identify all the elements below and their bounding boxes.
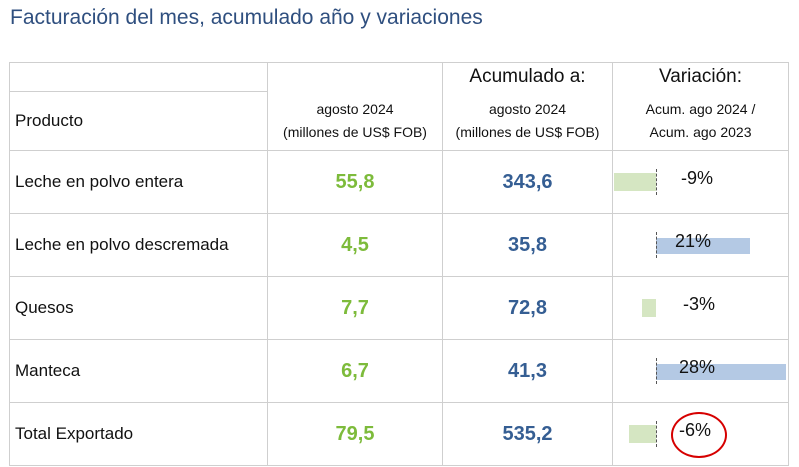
variation-bar-positive: [656, 238, 750, 254]
row-acumulado-value: 72,8: [442, 276, 613, 340]
header-var: Acum. ago 2024 / Acum. ago 2023: [612, 91, 789, 151]
table-row: Quesos 7,7 72,8 -3%: [9, 276, 789, 340]
row-acumulado-value: 343,6: [442, 150, 613, 214]
row-mes-value: 79,5: [267, 402, 443, 466]
header-variacion: Variación:: [612, 62, 789, 92]
row-variacion-value: 21%: [675, 231, 712, 251]
variation-axis: [656, 169, 657, 195]
header-empty-2: [267, 62, 443, 92]
variation-bar-negative: [642, 299, 656, 317]
table-row: Leche en polvo descremada 4,5 35,8 21%: [9, 213, 789, 277]
header-acum-line2: (millones de US$ FOB): [455, 123, 600, 140]
row-producto: Leche en polvo entera: [9, 150, 268, 214]
row-mes-value: 4,5: [267, 213, 443, 277]
highlight-circle: [671, 412, 727, 458]
row-producto: Manteca: [9, 339, 268, 403]
row-producto: Total Exportado: [9, 402, 268, 466]
variation-axis: [656, 421, 657, 447]
variation-bar-negative: [614, 173, 656, 191]
row-mes-value: 6,7: [267, 339, 443, 403]
row-variacion-cell: -9%: [612, 150, 789, 214]
row-variacion-cell: 28%: [612, 339, 789, 403]
header-mes: agosto 2024 (millones de US$ FOB): [267, 91, 443, 151]
row-variacion-cell: 21%: [612, 213, 789, 277]
table-row: Leche en polvo entera 55,8 343,6 -9%: [9, 150, 789, 214]
header-producto: Producto: [9, 91, 268, 151]
header-acumulado: Acumulado a:: [442, 62, 613, 92]
row-acumulado-value: 535,2: [442, 402, 613, 466]
header-row-sub: Producto agosto 2024 (millones de US$ FO…: [9, 91, 789, 151]
row-producto: Leche en polvo descremada: [9, 213, 268, 277]
variation-bar-positive: [656, 364, 786, 380]
variation-bar-negative: [629, 425, 656, 443]
header-mes-line1: agosto 2024: [316, 100, 394, 117]
row-mes-value: 55,8: [267, 150, 443, 214]
header-row-top: Acumulado a: Variación:: [9, 62, 789, 92]
row-acumulado-value: 41,3: [442, 339, 613, 403]
header-acum: agosto 2024 (millones de US$ FOB): [442, 91, 613, 151]
row-producto: Quesos: [9, 276, 268, 340]
variation-axis: [656, 232, 657, 258]
row-variacion-value: 28%: [679, 357, 716, 377]
header-acum-line1: agosto 2024: [488, 100, 567, 117]
row-variacion-cell: -6%: [612, 402, 789, 466]
billing-table: Acumulado a: Variación: Producto agosto …: [9, 62, 789, 466]
row-variacion-value: -9%: [681, 168, 714, 188]
row-variacion-cell: -3%: [612, 276, 789, 340]
variation-axis: [656, 358, 657, 384]
table-row: Total Exportado 79,5 535,2 -6%: [9, 402, 789, 466]
row-variacion-value: -3%: [683, 294, 716, 314]
header-mes-line2: (millones de US$ FOB): [283, 123, 427, 140]
header-empty-1: [9, 62, 268, 92]
page-title: Facturación del mes, acumulado año y var…: [10, 6, 483, 29]
header-var-line1: Acum. ago 2024 /: [645, 100, 756, 117]
row-mes-value: 7,7: [267, 276, 443, 340]
table-row: Manteca 6,7 41,3 28%: [9, 339, 789, 403]
header-var-line2: Acum. ago 2023: [649, 123, 752, 140]
row-acumulado-value: 35,8: [442, 213, 613, 277]
